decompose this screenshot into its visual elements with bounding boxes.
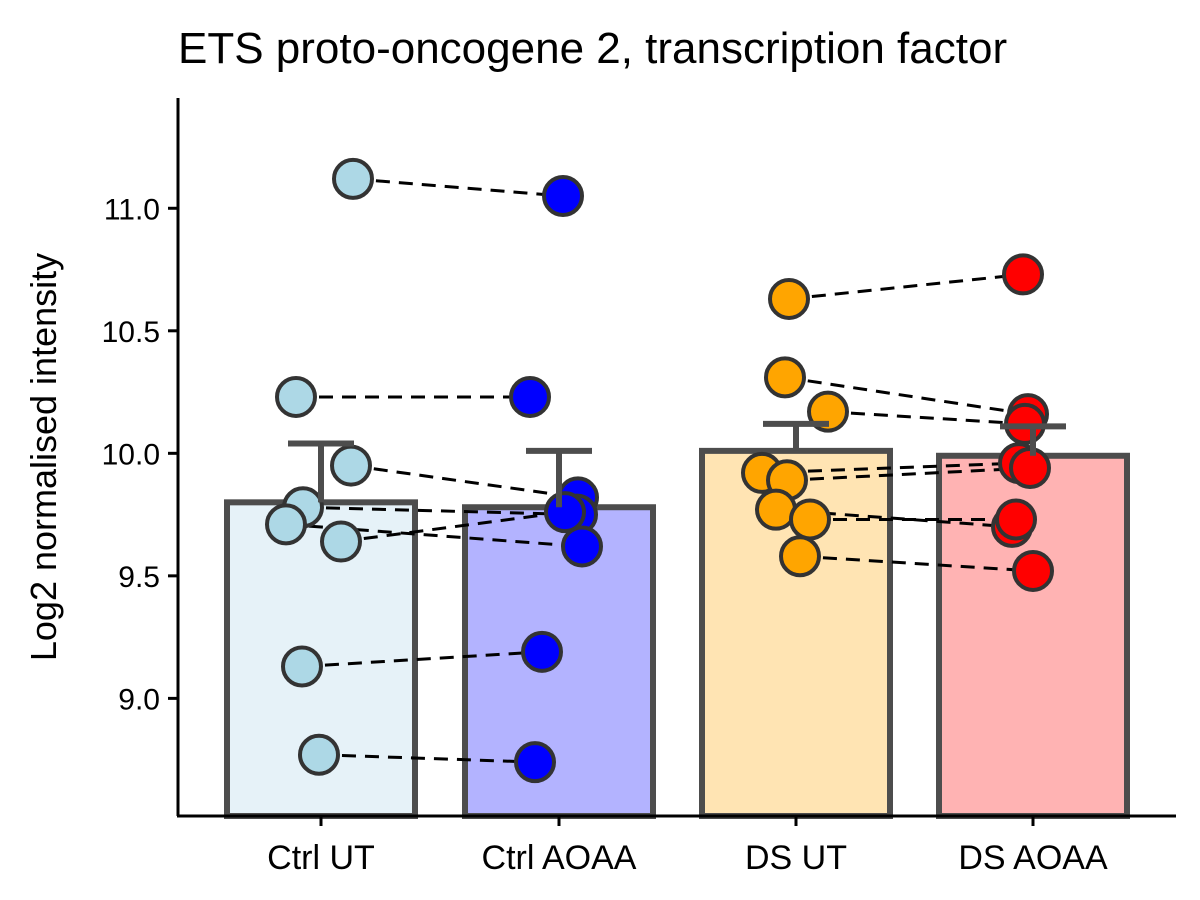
data-point bbox=[281, 645, 323, 688]
chart-title: ETS proto-oncogene 2, transcription fact… bbox=[178, 24, 1007, 73]
pairing-line bbox=[799, 554, 1034, 573]
data-point bbox=[764, 356, 806, 399]
pairing-line bbox=[318, 753, 536, 764]
x-tick-label: Ctrl AOAA bbox=[482, 839, 637, 877]
y-tick-label: 9.0 bbox=[118, 683, 160, 716]
pairing-line bbox=[827, 410, 1026, 426]
y-axis-label: Log2 normalised intensity bbox=[23, 253, 64, 661]
pairing-line bbox=[352, 177, 564, 198]
data-point bbox=[275, 375, 317, 418]
y-tick-label: 11.0 bbox=[104, 193, 160, 226]
data-point bbox=[1012, 549, 1054, 592]
axes-layer bbox=[176, 98, 1176, 818]
y-tick-label: 10.5 bbox=[102, 316, 160, 349]
data-point bbox=[1002, 253, 1044, 296]
data-point bbox=[995, 498, 1037, 541]
pairing-lines-layer bbox=[285, 177, 1034, 764]
pairing-line bbox=[788, 272, 1024, 301]
pairing-line bbox=[340, 510, 566, 544]
x-tick-label: Ctrl UT bbox=[267, 839, 375, 877]
x-tick-label: DS AOAA bbox=[958, 839, 1108, 877]
data-point bbox=[542, 175, 584, 218]
data-point bbox=[509, 375, 551, 418]
bars-layer bbox=[224, 447, 1130, 819]
data-point bbox=[265, 503, 307, 546]
pairing-line bbox=[786, 466, 1031, 482]
data-point bbox=[768, 277, 810, 320]
data-point bbox=[561, 525, 603, 568]
data-point bbox=[320, 520, 362, 563]
pairing-line bbox=[301, 650, 543, 669]
pairing-line bbox=[775, 508, 1013, 529]
data-point bbox=[330, 444, 372, 487]
data-point bbox=[521, 630, 563, 673]
y-ticks-layer: 9.0 9.5 10.0 10.5 11.0 bbox=[102, 193, 178, 716]
data-point bbox=[514, 741, 556, 784]
pairing-line bbox=[761, 461, 1020, 475]
data-point bbox=[332, 157, 374, 200]
y-tick-label: 9.5 bbox=[118, 561, 160, 594]
bar-4 bbox=[936, 452, 1130, 819]
data-point bbox=[779, 535, 821, 578]
x-tick-label: DS UT bbox=[745, 839, 847, 877]
pairing-line bbox=[784, 375, 1029, 416]
x-ticks-layer: Ctrl UT Ctrl AOAA DS UT DS AOAA bbox=[267, 816, 1108, 877]
y-tick-label: 10.0 bbox=[102, 438, 160, 471]
error-bars-layer bbox=[288, 420, 1066, 508]
data-point bbox=[544, 491, 586, 534]
data-point bbox=[789, 498, 831, 541]
data-point bbox=[298, 733, 340, 776]
pairing-line bbox=[350, 464, 579, 499]
points-layer bbox=[265, 157, 1054, 784]
